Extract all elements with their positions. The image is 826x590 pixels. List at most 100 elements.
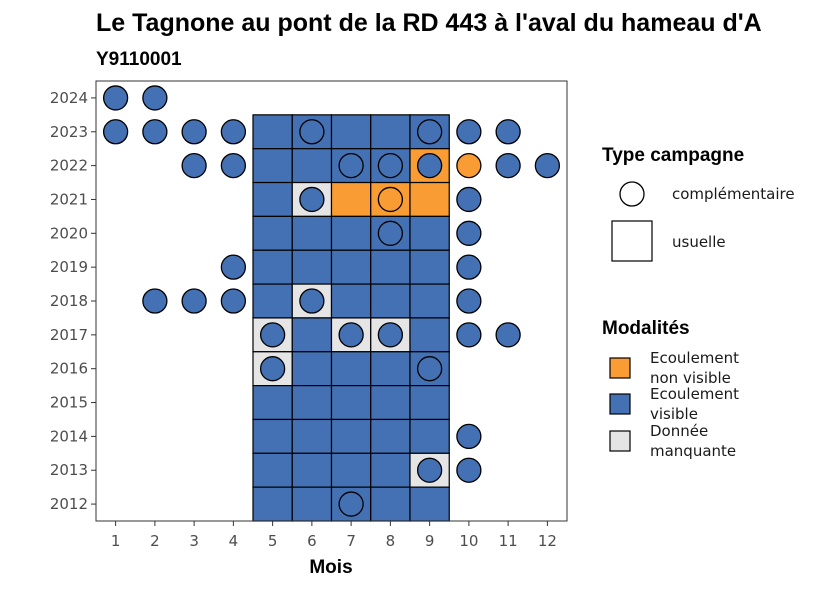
usuelle-cell-2019-8	[370, 249, 411, 285]
x-tick-label-11: 11	[499, 532, 518, 550]
complementaire-point-2023-6	[299, 119, 325, 145]
usuelle-cell-2012-8	[370, 486, 411, 522]
usuelle-cell-2015-8	[370, 385, 411, 421]
complementaire-point-2016-5	[259, 356, 286, 382]
legend-swatch-2	[609, 430, 631, 452]
usuelle-cell-2022-5	[252, 148, 293, 184]
x-tick-label-9: 9	[425, 532, 435, 550]
x-tick-label-6: 6	[307, 532, 317, 550]
complementaire-point-2016-9	[416, 356, 443, 382]
y-tick-label-2020: 2020	[50, 224, 88, 242]
legend-circle-key	[619, 181, 645, 207]
usuelle-cell-2018-5	[252, 283, 293, 319]
complementaire-point-2020-8	[377, 220, 404, 246]
usuelle-cell-2012-5	[252, 486, 293, 522]
complementaire-point-2023-11	[495, 119, 521, 145]
usuelle-cell-2020-5	[252, 215, 293, 251]
usuelle-cell-2014-5	[252, 418, 293, 454]
y-tick-label-2015: 2015	[50, 394, 88, 412]
chart-subtitle: Y9110001	[96, 49, 182, 70]
x-tick-label-3: 3	[189, 532, 199, 550]
usuelle-cell-2020-7	[330, 215, 372, 251]
chart-title: Le Tagnone au pont de la RD 443 à l'aval…	[96, 9, 762, 37]
legend-square-key	[611, 220, 653, 262]
complementaire-point-2014-10	[456, 423, 482, 450]
y-tick-label-2012: 2012	[50, 495, 88, 513]
usuelle-cell-2019-6	[291, 249, 333, 285]
y-tick-label-2018: 2018	[50, 292, 88, 310]
usuelle-cell-2021-5	[252, 181, 293, 217]
y-tick-label-2019: 2019	[50, 258, 88, 276]
usuelle-cell-2012-6	[291, 486, 333, 522]
legend-modalite-label-0-1: non visible	[650, 369, 731, 387]
y-tick-label-2023: 2023	[50, 123, 88, 141]
legend-modalite-label-1-0: Ecoulement	[650, 385, 739, 403]
usuelle-cell-2019-9	[409, 249, 450, 285]
usuelle-cell-2014-6	[291, 418, 333, 454]
complementaire-point-2022-3	[181, 152, 207, 179]
y-tick-label-2022: 2022	[50, 157, 88, 175]
usuelle-cell-2012-9	[409, 486, 450, 522]
complementaire-point-2022-8	[377, 152, 404, 179]
complementaire-point-2018-2	[142, 288, 168, 314]
legend-modalites-title: Modalités	[602, 318, 690, 339]
complementaire-point-2018-3	[181, 288, 207, 314]
complementaire-point-2024-2	[142, 85, 168, 111]
legend-modalite-label-0-0: Ecoulement	[650, 349, 739, 367]
complementaire-point-2021-6	[299, 186, 325, 213]
x-axis: 1 2 3 4 5 6 7 8 9 10 11 12	[111, 521, 557, 550]
complementaire-point-2012-7	[338, 491, 364, 517]
complementaire-point-2021-8	[377, 186, 404, 213]
usuelle-cell-2013-5	[252, 452, 293, 488]
y-tick-label-2017: 2017	[50, 326, 88, 344]
legend-type-label-complementaire: complémentaire	[672, 185, 795, 203]
x-tick-label-5: 5	[268, 532, 278, 550]
legend: Type campagne complémentaire usuelle Modali…	[602, 145, 795, 460]
usuelle-cell-2014-8	[370, 418, 411, 454]
legend-modalite-label-2-1: manquante	[650, 442, 736, 460]
complementaire-point-2024-1	[102, 85, 129, 111]
x-tick-label-7: 7	[346, 532, 356, 550]
usuelle-cell-2021-7	[330, 181, 372, 217]
x-tick-label-8: 8	[386, 532, 396, 550]
usuelle-cell-2019-7	[330, 249, 372, 285]
complementaire-point-2017-8	[377, 322, 404, 348]
usuelle-cell-2018-8	[370, 283, 411, 319]
usuelle-cell-2020-9	[409, 215, 450, 251]
complementaire-point-2017-10	[456, 322, 482, 348]
complementaire-point-2022-11	[495, 152, 521, 179]
complementaire-point-2023-10	[456, 119, 482, 145]
complementaire-point-2018-10	[456, 288, 482, 314]
usuelle-cell-2014-7	[330, 418, 372, 454]
usuelle-cell-2013-8	[370, 452, 411, 488]
usuelle-cell-2018-7	[330, 283, 372, 319]
complementaire-point-2021-10	[456, 186, 482, 213]
complementaire-point-2022-4	[220, 152, 247, 179]
usuelle-cell-2015-5	[252, 385, 293, 421]
y-tick-label-2016: 2016	[50, 360, 88, 378]
complementaire-point-2023-3	[181, 119, 207, 145]
complementaire-point-2017-5	[259, 322, 286, 348]
plot-area	[95, 80, 568, 522]
complementaire-point-2022-9	[416, 152, 443, 179]
usuelle-cell-2013-6	[291, 452, 333, 488]
complementaire-point-2013-9	[416, 457, 443, 483]
usuelle-cell-2017-9	[409, 317, 450, 353]
complementaire-point-2017-7	[338, 322, 364, 348]
complementaire-point-2022-7	[338, 152, 364, 179]
usuelle-cell-2015-7	[330, 385, 372, 421]
usuelle-cell-2023-5	[252, 114, 293, 150]
legend-swatch-0	[609, 357, 631, 379]
usuelle-cell-2017-6	[291, 317, 333, 353]
usuelle-cell-2016-7	[330, 351, 372, 387]
legend-type-title: Type campagne	[602, 145, 744, 166]
usuelle-cell-2016-8	[370, 351, 411, 387]
complementaire-point-2023-2	[142, 119, 168, 145]
complementaire-point-2013-10	[456, 457, 482, 483]
usuelle-cell-2018-9	[409, 283, 450, 319]
usuelle-cell-2016-6	[291, 351, 333, 387]
legend-modalite-label-2-0: Donnée	[650, 422, 708, 440]
y-tick-label-2024: 2024	[50, 89, 88, 107]
x-tick-label-12: 12	[538, 532, 557, 550]
y-tick-label-2013: 2013	[50, 461, 88, 479]
